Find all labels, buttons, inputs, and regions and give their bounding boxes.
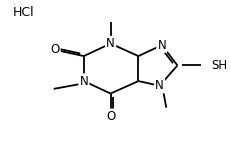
Text: SH: SH [211,59,227,72]
Text: N: N [158,39,166,52]
Text: N: N [155,79,164,92]
Text: O: O [50,43,60,56]
Text: N: N [106,37,115,50]
Text: O: O [106,110,115,123]
Text: HCl: HCl [12,6,34,19]
Text: N: N [79,75,88,88]
